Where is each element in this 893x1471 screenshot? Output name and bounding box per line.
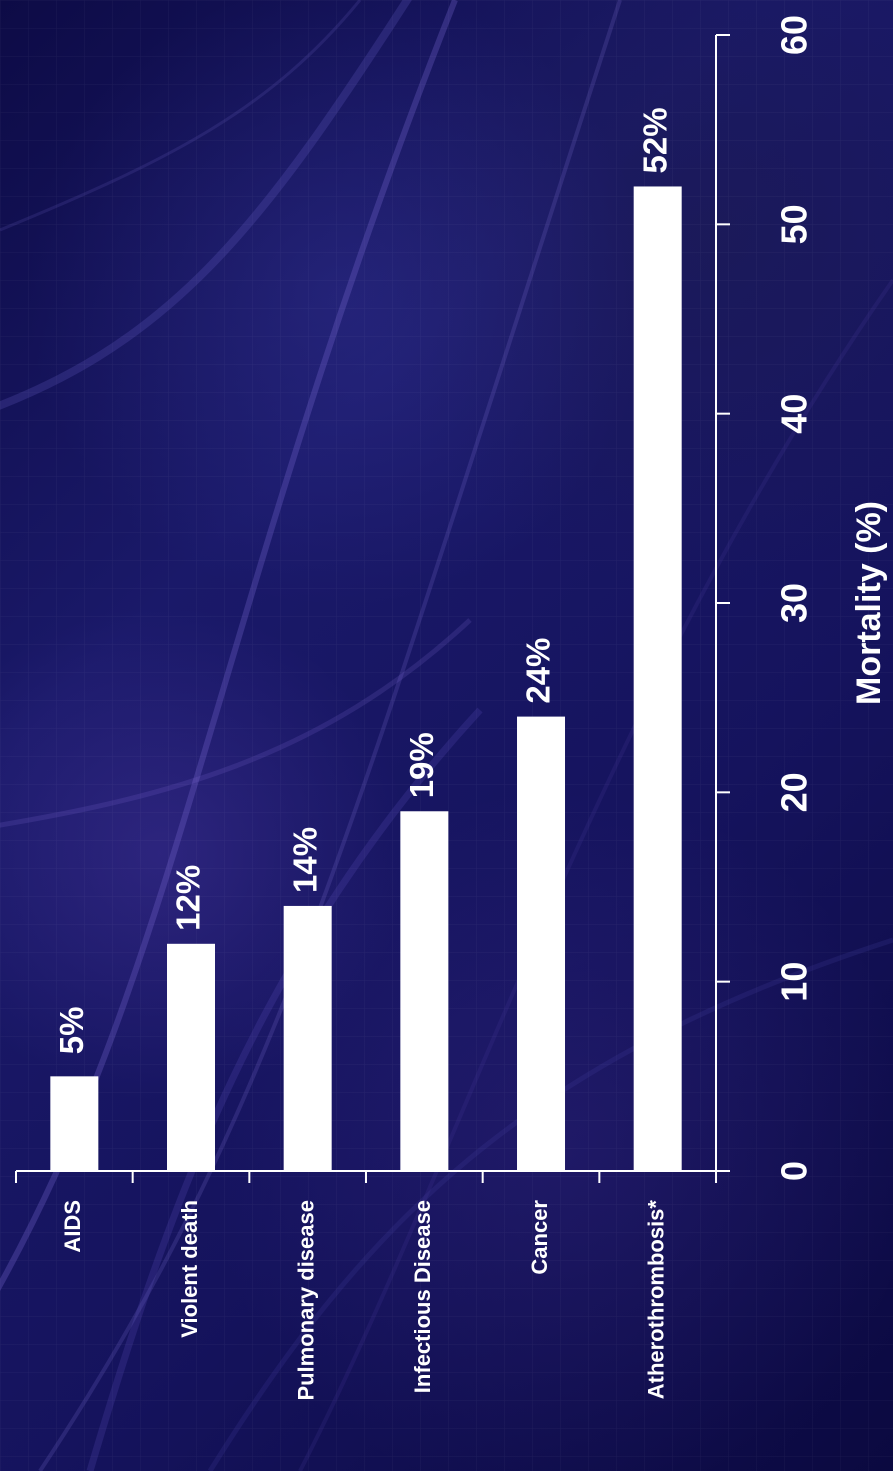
bar-aids	[50, 1076, 99, 1171]
value-axis-tick-label: 20	[774, 772, 815, 812]
category-separators	[15, 1171, 718, 1183]
value-axis-tick-label: 40	[774, 394, 815, 434]
value-axis-tick-label: 0	[774, 1161, 815, 1181]
category-label: Cancer	[527, 1200, 552, 1275]
bar-value-labels: 5% 12% 14% 19% 24% 52%	[53, 107, 673, 1054]
value-axis-ticks: 0 10 20 30 40 50 60	[716, 15, 815, 1181]
value-axis-tick-label: 60	[774, 15, 815, 55]
bar-value-label: 52%	[636, 107, 673, 173]
value-axis-tick-label: 10	[774, 962, 815, 1002]
value-axis-tick-label: 50	[774, 204, 815, 244]
bars	[50, 186, 682, 1171]
bar-violent-death	[167, 943, 216, 1171]
category-label: Infectious Disease	[410, 1200, 435, 1393]
value-axis-tick-label: 30	[774, 583, 815, 623]
category-label: AIDS	[60, 1200, 85, 1253]
bar-value-label: 12%	[170, 865, 207, 931]
category-label: Atherothrombosis*	[643, 1200, 668, 1400]
x-axis-title: Mortality (%)	[850, 501, 888, 705]
bar-atherothrombosis	[633, 186, 682, 1171]
bar-value-label: 19%	[403, 732, 440, 798]
bar-value-label: 24%	[520, 638, 557, 704]
category-label: Pulmonary disease	[293, 1200, 318, 1401]
bar-cancer	[517, 716, 566, 1171]
category-labels: AIDS Violent death Pulmonary disease Infect…	[60, 1200, 668, 1401]
bar-value-label: 5%	[53, 1006, 90, 1054]
bar-value-label: 14%	[286, 827, 323, 893]
bar-pulmonary-disease	[283, 905, 332, 1171]
category-label: Violent death	[177, 1200, 202, 1338]
bar-infectious-disease	[400, 811, 449, 1171]
